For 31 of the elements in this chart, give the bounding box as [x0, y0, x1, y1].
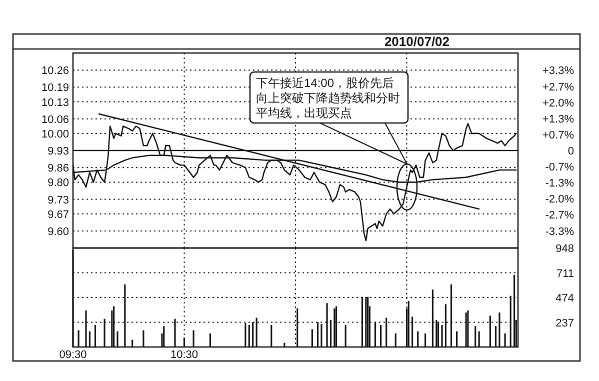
x-tick-label: 10:30 [170, 349, 198, 361]
y2-tick-label: -2.0% [545, 194, 574, 206]
y-tick-label: 10.19 [41, 82, 69, 94]
y-tick-label: 10.26 [41, 65, 69, 78]
y-tick-label: 10.13 [41, 96, 69, 109]
chart-title: 2010/07/02 [384, 34, 450, 49]
y2-tick-label: -1.3% [545, 178, 574, 190]
y2-tick-label: -0.7% [545, 161, 574, 174]
y2-tick-label: -3.3% [545, 226, 574, 238]
y-tick-label: 9.80 [48, 177, 69, 190]
x-tick-label: 09:30 [59, 349, 87, 361]
y-tick-label: 711 [556, 268, 574, 280]
y-tick-label: 9.93 [48, 146, 69, 158]
y-tick-label: 9.67 [48, 208, 69, 221]
y2-tick-label: +2.7% [542, 81, 574, 94]
y2-tick-label: 0 [568, 146, 574, 158]
y-tick-label: 237 [556, 317, 574, 330]
annotation: 下午接近14:00，股价先后向上突破下降趋势线和分时平均线，出现买点 [256, 76, 400, 120]
y2-tick-label: -2.7% [545, 210, 574, 222]
y2-tick-label: +2.0% [542, 97, 574, 110]
callout: 下午接近14:00，股价先后向上突破下降趋势线和分时平均线，出现买点 [249, 71, 409, 166]
y-tick-label: 10.06 [41, 114, 69, 126]
y-tick-label: 9.86 [48, 162, 69, 175]
y-tick-label: 948 [556, 243, 574, 255]
y-tick-label: 9.60 [48, 226, 69, 238]
y-tick-label: 10.00 [41, 128, 69, 140]
y2-tick-label: +1.3% [542, 113, 574, 126]
y-tick-label: 9.73 [48, 194, 69, 206]
y2-tick-label: +0.7% [542, 130, 574, 142]
y-tick-label: 474 [556, 292, 574, 304]
y2-tick-label: +3.3% [542, 65, 574, 78]
